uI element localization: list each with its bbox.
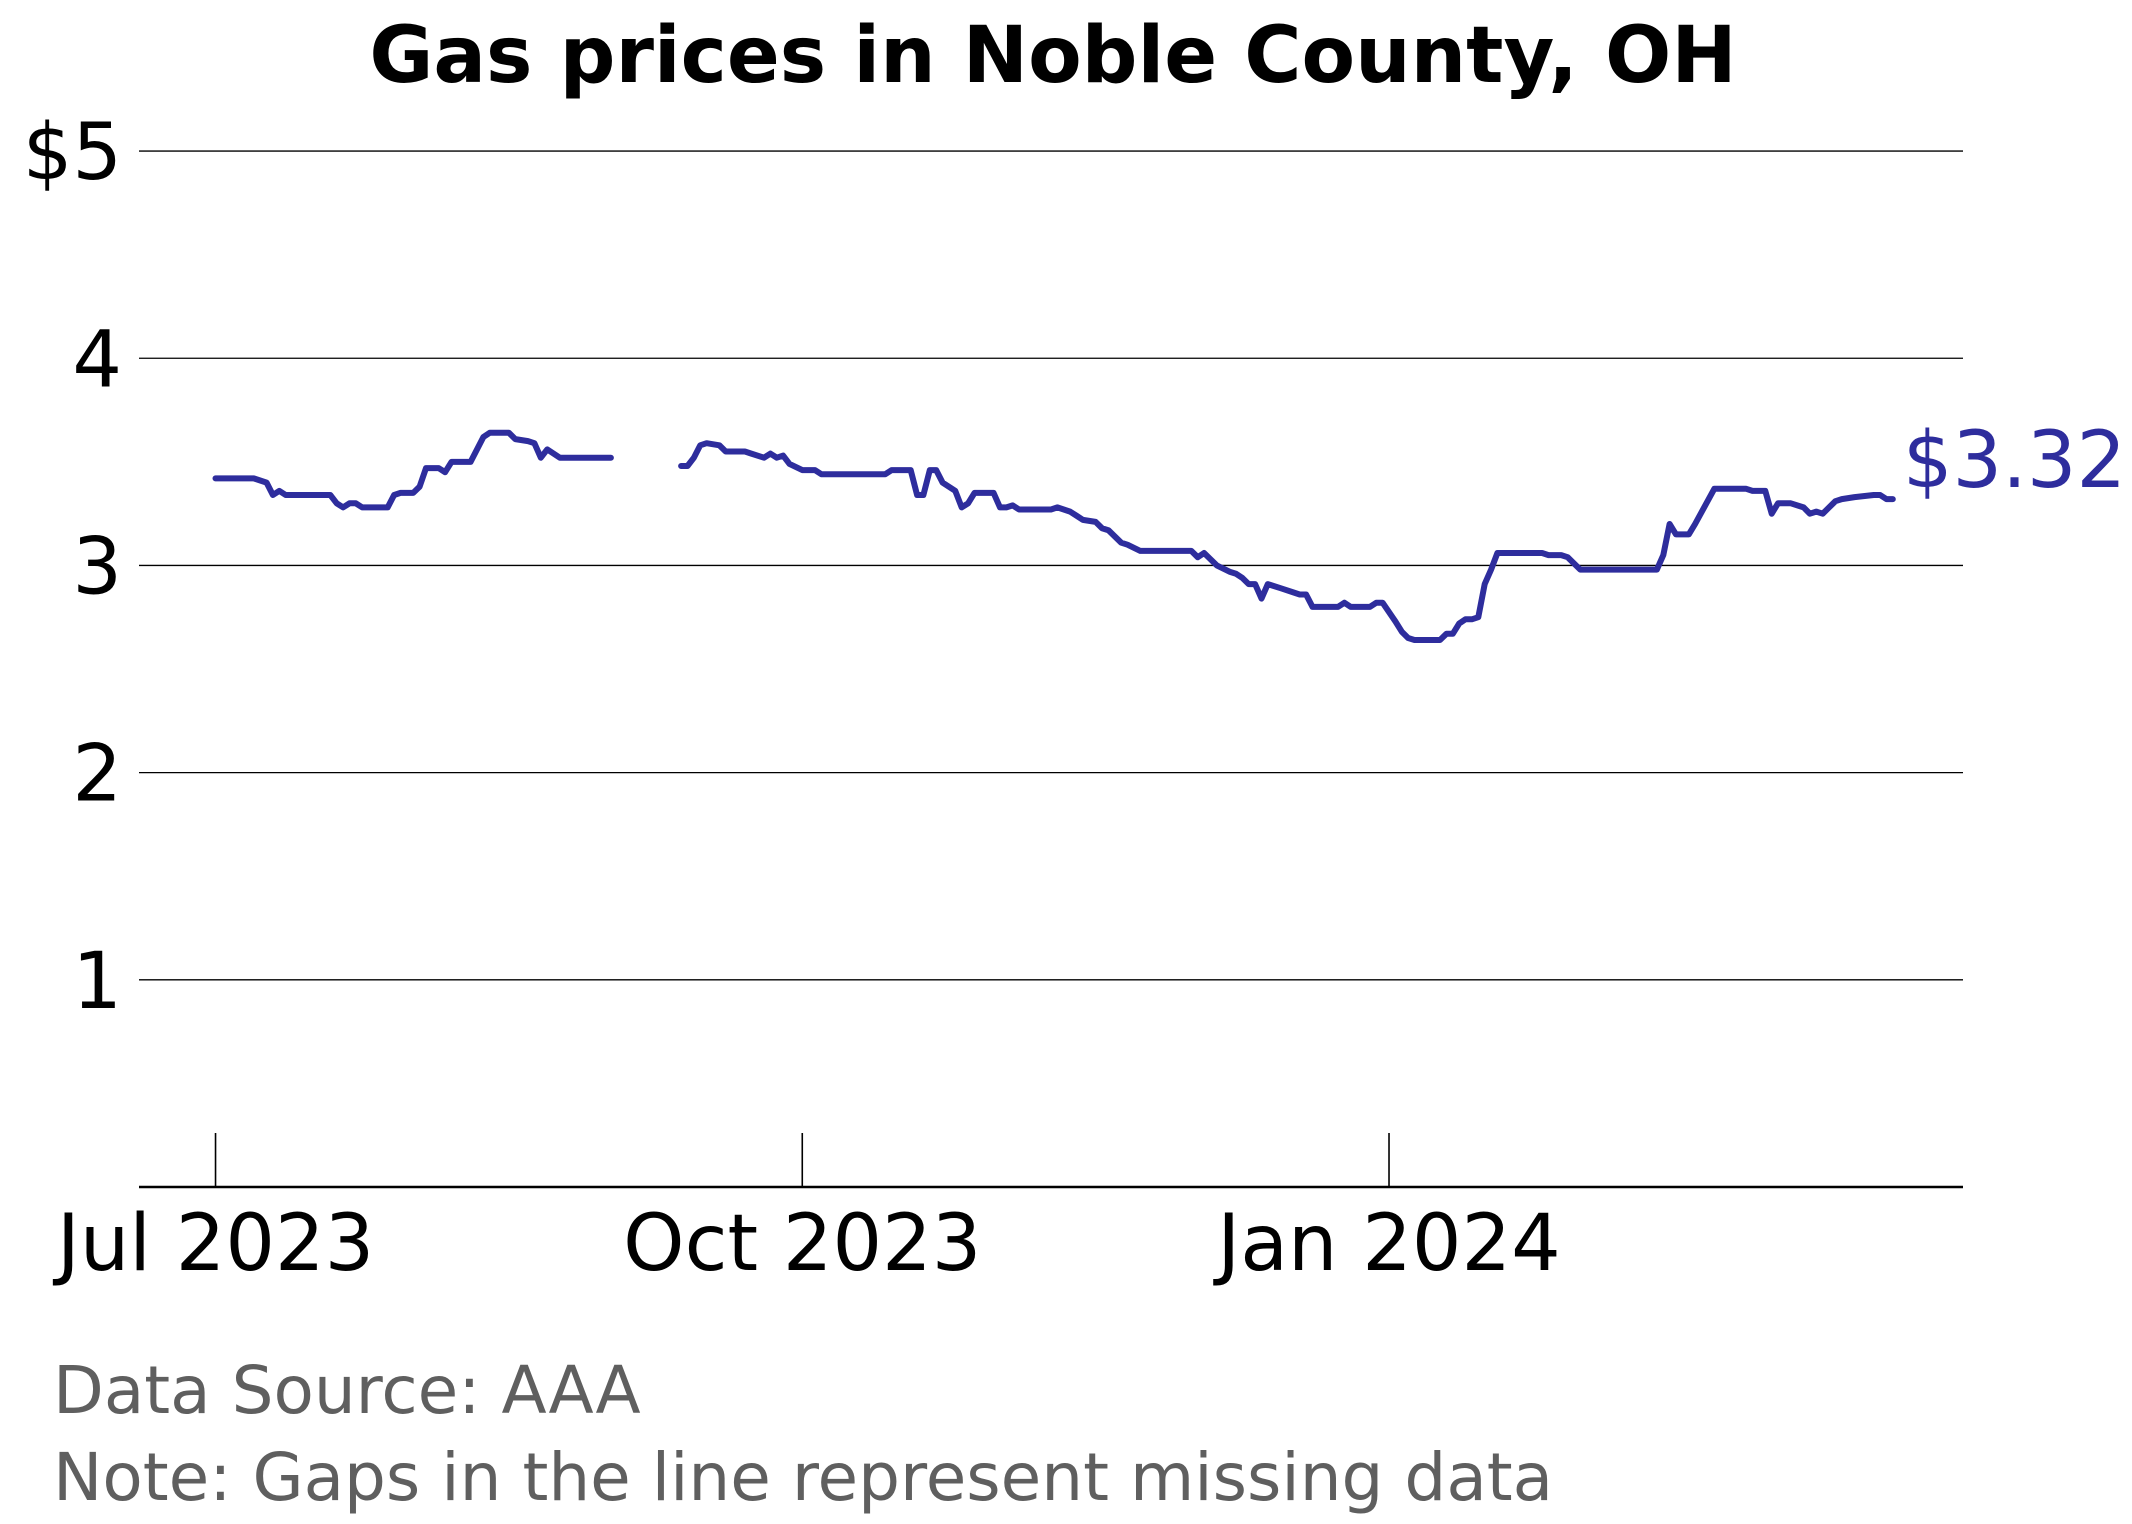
x-tick-label: Oct 2023 (623, 1199, 981, 1289)
y-tick-label: 1 (72, 937, 122, 1027)
last-value-label: $3.32 (1903, 416, 2126, 506)
chart-title: Gas prices in Noble County, OH (369, 11, 1736, 101)
x-axis-ticks: Jul 2023 Oct 2023 Jan 2024 (52, 1133, 1561, 1289)
x-tick-label: Jul 2023 (52, 1199, 374, 1289)
missing-data-note: Note: Gaps in the line represent missing… (53, 1439, 1553, 1516)
price-line-segment (678, 440, 1896, 643)
y-tick-label: 3 (72, 522, 122, 612)
price-line-segment (212, 429, 614, 511)
gridlines (139, 150, 1963, 981)
y-tick-label: 4 (72, 315, 122, 405)
price-series (212, 429, 1896, 643)
y-axis-tick-labels: $5 4 3 2 1 (23, 108, 122, 1027)
y-tick-label: 2 (72, 730, 122, 820)
data-source-note: Data Source: AAA (53, 1352, 641, 1429)
y-tick-label: $5 (23, 108, 122, 198)
x-tick-label: Jan 2024 (1212, 1199, 1561, 1289)
